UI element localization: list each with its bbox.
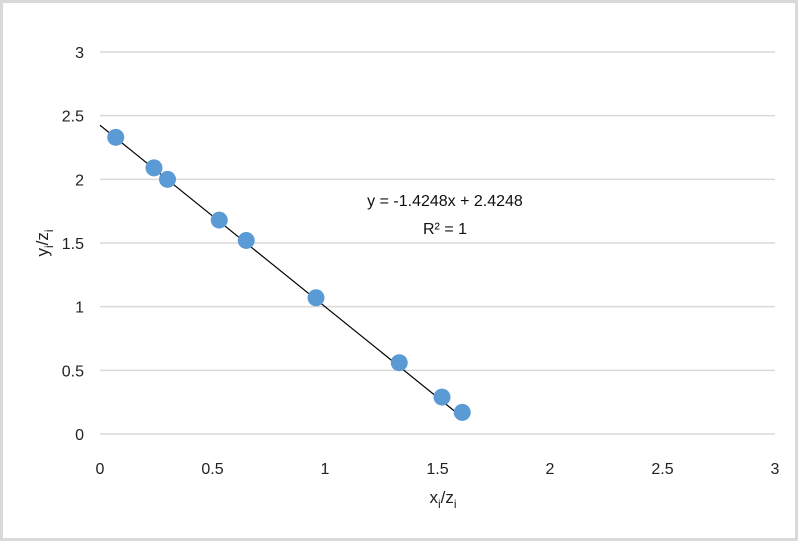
y-axis-title-sub1: i bbox=[42, 245, 56, 248]
y-tick-label: 2.5 bbox=[62, 109, 84, 126]
trendline-equation: y = -1.4248x + 2.4248 bbox=[367, 193, 523, 210]
y-tick-label: 1 bbox=[75, 300, 84, 317]
scatter-chart: 0 0.5 1 1.5 2 2.5 3 0 0.5 1 1.5 2 2.5 3 y = -1.4248x… bbox=[33, 45, 780, 511]
data-point bbox=[159, 170, 176, 188]
x-tick-label: 0 bbox=[96, 461, 105, 478]
y-axis-title-sep: /z bbox=[33, 232, 52, 245]
y-axis-title: yi/zi bbox=[33, 229, 56, 256]
data-points bbox=[107, 128, 471, 421]
x-tick-label: 2 bbox=[546, 461, 555, 478]
x-axis-title-sub2: i bbox=[454, 497, 457, 511]
data-point bbox=[237, 231, 255, 249]
x-axis-title: xi/zi bbox=[429, 488, 456, 511]
data-point bbox=[433, 388, 451, 406]
x-axis-title-sub1: i bbox=[438, 497, 441, 511]
x-tick-label: 3 bbox=[771, 461, 780, 478]
data-point bbox=[307, 289, 325, 307]
x-tick-label: 0.5 bbox=[201, 461, 223, 478]
x-axis-title-sep: /z bbox=[441, 488, 454, 507]
x-tick-labels: 0 0.5 1 1.5 2 2.5 3 bbox=[96, 461, 780, 478]
y-tick-label: 0 bbox=[75, 427, 84, 444]
x-axis-title-main: x bbox=[429, 488, 438, 507]
data-point bbox=[145, 159, 163, 177]
y-tick-labels: 0 0.5 1 1.5 2 2.5 3 bbox=[62, 45, 84, 444]
x-tick-label: 1 bbox=[321, 461, 330, 478]
x-tick-label: 2.5 bbox=[651, 461, 673, 478]
gridlines bbox=[100, 51, 775, 435]
y-tick-label: 1.5 bbox=[62, 236, 84, 253]
data-point bbox=[107, 128, 125, 146]
y-axis-title-main: y bbox=[33, 248, 52, 257]
data-point bbox=[210, 211, 228, 229]
data-point bbox=[390, 354, 408, 372]
data-point bbox=[453, 403, 471, 421]
x-tick-label: 1.5 bbox=[426, 461, 448, 478]
y-tick-label: 3 bbox=[75, 45, 84, 62]
y-tick-label: 2 bbox=[75, 172, 84, 189]
y-tick-label: 0.5 bbox=[62, 363, 84, 380]
trendline-r-squared: R² = 1 bbox=[423, 221, 467, 238]
y-axis-title-sub2: i bbox=[42, 229, 56, 232]
